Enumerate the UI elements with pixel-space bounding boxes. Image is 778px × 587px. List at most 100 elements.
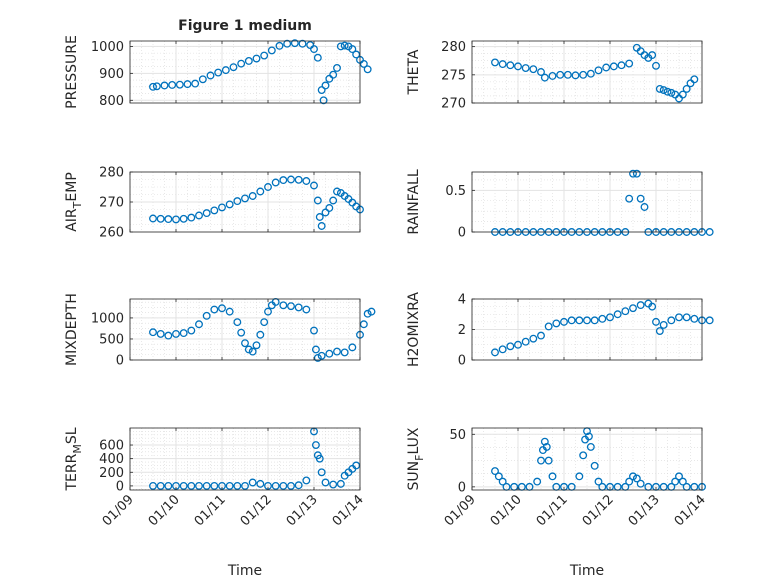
data-point bbox=[313, 196, 322, 205]
data-point bbox=[552, 319, 561, 328]
data-point bbox=[210, 481, 219, 490]
data-point bbox=[317, 468, 326, 477]
x-tick-label: 01/13 bbox=[626, 492, 663, 529]
data-point bbox=[667, 88, 676, 97]
y-tick-label: 1000 bbox=[91, 311, 124, 326]
data-point bbox=[302, 476, 311, 485]
data-point bbox=[629, 472, 637, 481]
data-point bbox=[233, 197, 242, 206]
data-point bbox=[325, 204, 334, 212]
data-point bbox=[521, 64, 530, 73]
data-point bbox=[187, 326, 196, 335]
data-point bbox=[195, 481, 203, 490]
data-point bbox=[310, 181, 318, 190]
x-tick-label: 01/09 bbox=[442, 492, 479, 529]
data-point bbox=[348, 343, 357, 352]
data-point bbox=[659, 86, 668, 94]
data-point bbox=[260, 318, 269, 327]
data-point bbox=[248, 347, 257, 356]
data-point bbox=[640, 203, 649, 211]
data-point bbox=[149, 328, 157, 337]
data-point bbox=[632, 474, 641, 483]
data-point bbox=[498, 60, 507, 69]
data-point bbox=[333, 64, 341, 72]
data-point bbox=[317, 351, 326, 360]
data-point bbox=[491, 348, 499, 357]
data-point bbox=[537, 456, 545, 465]
y-tick-label: 280 bbox=[99, 166, 124, 181]
data-point bbox=[617, 61, 626, 70]
data-point bbox=[584, 432, 593, 441]
data-point bbox=[202, 311, 211, 320]
data-point bbox=[294, 175, 303, 184]
y-axis-label: AIRTEMP bbox=[64, 172, 84, 232]
data-point bbox=[678, 477, 687, 486]
data-point bbox=[690, 314, 699, 323]
data-point bbox=[491, 467, 499, 476]
data-point bbox=[537, 331, 545, 340]
data-point bbox=[556, 70, 565, 79]
y-tick-label: 500 bbox=[99, 332, 124, 347]
data-point bbox=[321, 81, 330, 90]
data-point bbox=[264, 307, 272, 316]
subplot-h2omixra: 0 2 4 H2OMIXRA bbox=[406, 292, 714, 369]
data-point bbox=[325, 349, 334, 358]
subplot-air_temp: 260 270 280 AIRTEMP bbox=[64, 166, 364, 241]
x-tick-label: 01/10 bbox=[146, 492, 183, 529]
y-tick-label: 0.5 bbox=[445, 184, 466, 199]
data-point bbox=[606, 313, 614, 322]
data-point bbox=[233, 318, 242, 327]
data-point bbox=[252, 341, 261, 350]
data-point bbox=[667, 316, 676, 325]
data-point bbox=[675, 472, 683, 481]
data-point bbox=[179, 214, 188, 223]
subplot-pressure: 800 900 1000 PRESSURE bbox=[64, 35, 372, 109]
data-point bbox=[187, 213, 196, 222]
data-point bbox=[160, 81, 169, 90]
y-axis-label: RAINFALL bbox=[406, 169, 422, 234]
axes-box bbox=[471, 40, 703, 104]
data-point bbox=[241, 481, 249, 490]
data-point bbox=[506, 342, 515, 351]
data-point bbox=[598, 314, 607, 323]
data-point bbox=[294, 481, 303, 490]
data-point bbox=[315, 213, 324, 221]
data-point bbox=[264, 183, 272, 191]
axes-box bbox=[471, 427, 703, 491]
data-point bbox=[544, 456, 553, 465]
x-tick-label: 01/10 bbox=[488, 492, 525, 529]
data-point bbox=[682, 84, 691, 93]
data-point bbox=[279, 176, 288, 185]
data-point bbox=[294, 303, 303, 312]
data-point bbox=[537, 68, 545, 76]
data-point bbox=[279, 481, 288, 490]
x-tick-label: 01/09 bbox=[100, 492, 137, 529]
data-point bbox=[187, 481, 196, 490]
data-point bbox=[225, 481, 234, 490]
data-point bbox=[648, 51, 657, 60]
data-point bbox=[156, 329, 165, 338]
data-point bbox=[195, 320, 203, 329]
data-point bbox=[548, 472, 557, 481]
data-point bbox=[172, 329, 180, 338]
y-tick-label: 800 bbox=[99, 94, 124, 109]
y-tick-label: 1000 bbox=[91, 40, 124, 55]
data-point bbox=[359, 320, 368, 329]
data-point bbox=[256, 330, 265, 339]
data-point bbox=[256, 479, 265, 488]
data-point bbox=[336, 42, 345, 51]
data-point bbox=[690, 75, 699, 84]
y-tick-label: 200 bbox=[99, 466, 124, 481]
subplot-theta: 270 275 280 THETA bbox=[406, 40, 703, 112]
data-point bbox=[244, 56, 253, 65]
y-tick-label: 260 bbox=[99, 226, 124, 241]
y-tick-label: 600 bbox=[99, 439, 124, 454]
data-point bbox=[567, 316, 576, 325]
data-point bbox=[313, 353, 322, 362]
data-point bbox=[336, 479, 345, 488]
x-tick-label: 01/14 bbox=[330, 492, 367, 529]
data-point bbox=[321, 478, 330, 487]
data-point bbox=[210, 305, 219, 314]
data-point bbox=[283, 39, 292, 48]
axes-box bbox=[129, 298, 361, 361]
